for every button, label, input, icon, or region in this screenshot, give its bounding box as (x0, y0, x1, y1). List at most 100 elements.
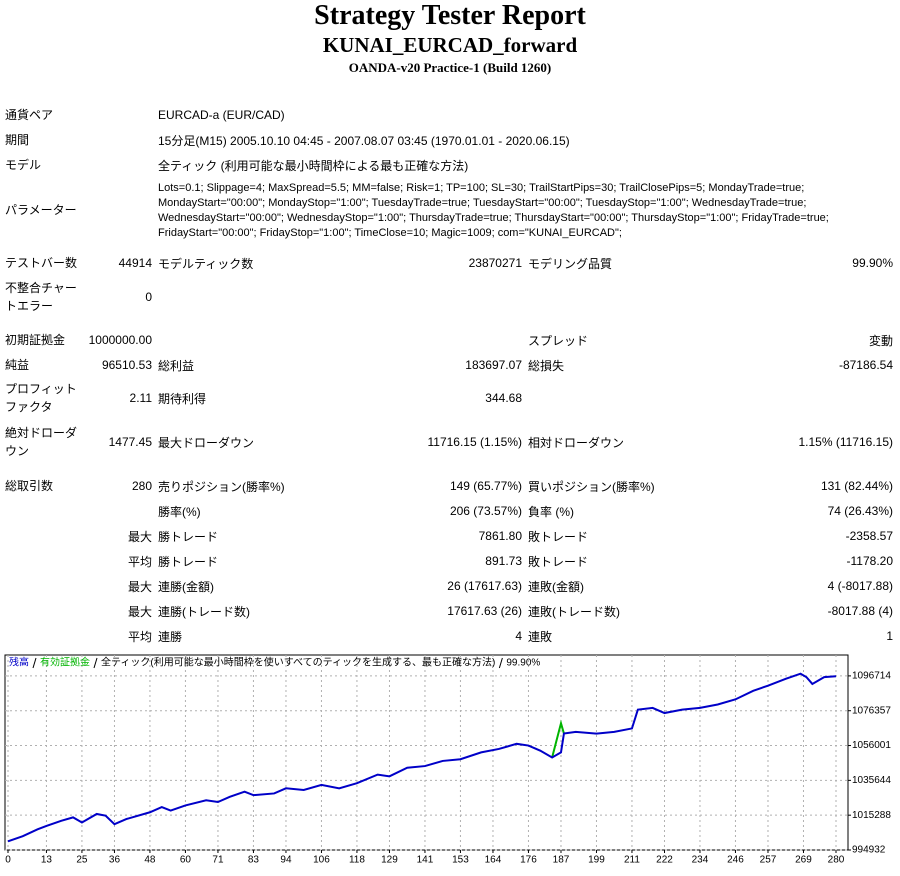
stat-label3: 負率 (%) (528, 504, 574, 519)
report-server: OANDA-v20 Practice-1 (Build 1260) (348, 60, 552, 75)
x-tick-label: 83 (248, 855, 260, 866)
stat-value3: 変動 (868, 333, 893, 348)
stat-label: 絶対ドローダウン (5, 426, 78, 458)
stat-value: 0 (145, 290, 152, 304)
x-tick-label: 153 (452, 855, 469, 866)
stat-label: 純益 (5, 358, 30, 372)
stat-value2: 183697.07 (465, 358, 522, 372)
report-subtitle: KUNAI_EURCAD_forward (322, 33, 578, 57)
stat-value2: 7861.80 (478, 529, 522, 543)
stat-value: 1477.45 (108, 435, 152, 449)
stat-label2: 連勝 (158, 629, 183, 644)
stat-label2: 最大ドローダウン (158, 435, 255, 450)
info-label: 通貨ペア (5, 108, 54, 122)
stat-label2: 連勝(トレード数) (158, 604, 250, 619)
legend-separator (93, 657, 98, 669)
stat-label: 総取引数 (5, 479, 54, 493)
x-tick-label: 246 (727, 855, 744, 866)
stat-label3: 連敗 (528, 629, 553, 644)
plot-frame (4, 654, 849, 851)
legend-separator (32, 657, 37, 669)
y-tick-label: 1096714 (852, 671, 891, 682)
stat-label3: 敗トレード (528, 554, 589, 569)
stat-value3: 4 (-8017.88) (827, 579, 893, 593)
stat-label3: 敗トレード (528, 529, 589, 544)
stat-value2: 206 (73.57%) (449, 504, 522, 518)
x-tick-label: 199 (588, 855, 605, 866)
stat-label3: 連敗(トレード数) (528, 604, 620, 619)
stat-value: 1000000.00 (88, 333, 152, 347)
x-tick-label: 94 (280, 855, 292, 866)
stat-label2: 勝率(%) (158, 504, 201, 519)
stat-label2: 総利益 (158, 358, 195, 373)
x-tick-label: 257 (760, 855, 777, 866)
stat-value2: 11716.15 (1.15%) (427, 435, 522, 449)
series-line (7, 672, 837, 843)
stat-label3: スプレッド (528, 333, 589, 348)
x-tick-label: 25 (76, 855, 88, 866)
stat-value2: 891.73 (485, 554, 522, 568)
legend-model: 全ティック(利用可能な最小時間枠を使いすべてのティックを生成する、最も正確な方法… (101, 656, 495, 669)
stat-value: 平均 (127, 629, 152, 644)
legend-quality: 99.90% (506, 658, 540, 669)
x-tick-label: 106 (313, 855, 330, 866)
stat-value3: 99.90% (852, 256, 893, 270)
stat-value3: -8017.88 (4) (827, 604, 893, 618)
x-tick-label: 222 (656, 855, 673, 866)
param-line: MondayStart="00:00"; MondayStop="1:00"; … (158, 197, 807, 209)
x-tick-label: 176 (520, 855, 537, 866)
y-tick-label: 994932 (852, 845, 886, 856)
series-line (551, 719, 565, 758)
stat-label: プロフィットファクタ (5, 382, 77, 414)
stat-value: 2.11 (129, 391, 152, 405)
info-value: 15分足(M15) 2005.10.10 04:45 - 2007.08.07 … (158, 133, 570, 148)
info-label: モデル (5, 158, 42, 172)
x-tick-label: 141 (417, 855, 434, 866)
legend-entry: 残高 (9, 656, 29, 669)
stat-label3: 買いポジション(勝率%) (528, 479, 655, 494)
stat-value: 最大 (127, 604, 152, 619)
x-tick-label: 48 (144, 855, 156, 866)
x-tick-label: 234 (692, 855, 709, 866)
stat-label3: 総損失 (528, 358, 565, 373)
stat-value2: 26 (17617.63) (447, 579, 522, 593)
stat-label: 不整合チャートエラー (5, 281, 77, 313)
stat-label2: 勝トレード (158, 554, 219, 569)
stat-value2: 149 (65.77%) (449, 479, 522, 493)
y-tick-label: 1056001 (852, 740, 891, 751)
x-tick-label: 0 (5, 855, 11, 866)
stat-value: 最大 (127, 579, 152, 594)
x-tick-label: 13 (41, 855, 53, 866)
info-value: 全ティック (利用可能な最小時間枠による最も正確な方法) (158, 158, 469, 173)
param-line: FridayStart="00:00"; FridayStop="1:00"; … (158, 227, 622, 239)
stat-value: 44914 (118, 256, 152, 270)
stat-label: テストバー数 (5, 256, 78, 270)
stat-label3: 連敗(金額) (528, 579, 584, 594)
stat-value: 平均 (127, 554, 152, 569)
x-tick-label: 164 (485, 855, 502, 866)
stat-label3: 相対ドローダウン (528, 435, 625, 450)
stat-value3: -2358.57 (845, 529, 893, 543)
x-tick-label: 211 (624, 855, 640, 866)
x-tick-label: 280 (828, 855, 845, 866)
stat-value3: -1178.20 (846, 554, 893, 568)
legend-entry: 有効証拠金 (40, 656, 90, 669)
y-tick-label: 1076357 (852, 705, 891, 716)
stat-label2: 勝トレード (158, 529, 219, 544)
x-tick-label: 36 (109, 855, 121, 866)
x-tick-label: 118 (349, 855, 365, 866)
info-value: EURCAD-a (EUR/CAD) (158, 108, 285, 122)
stat-label2: モデルティック数 (158, 256, 254, 271)
param-line: WednesdayStart="00:00"; WednesdayStop="1… (158, 212, 829, 224)
report-title: Strategy Tester Report (314, 0, 586, 31)
stat-value: 最大 (127, 529, 152, 544)
stat-label2: 連勝(金額) (158, 579, 214, 594)
stat-value3: 74 (26.43%) (827, 504, 893, 518)
stat-label2: 売りポジション(勝率%) (158, 479, 285, 494)
info-label: 期間 (5, 133, 30, 147)
stat-value3: -87186.54 (838, 358, 893, 372)
stat-label: 初期証拠金 (5, 333, 66, 347)
x-tick-label: 71 (212, 855, 224, 866)
y-tick-label: 1015288 (852, 810, 891, 821)
